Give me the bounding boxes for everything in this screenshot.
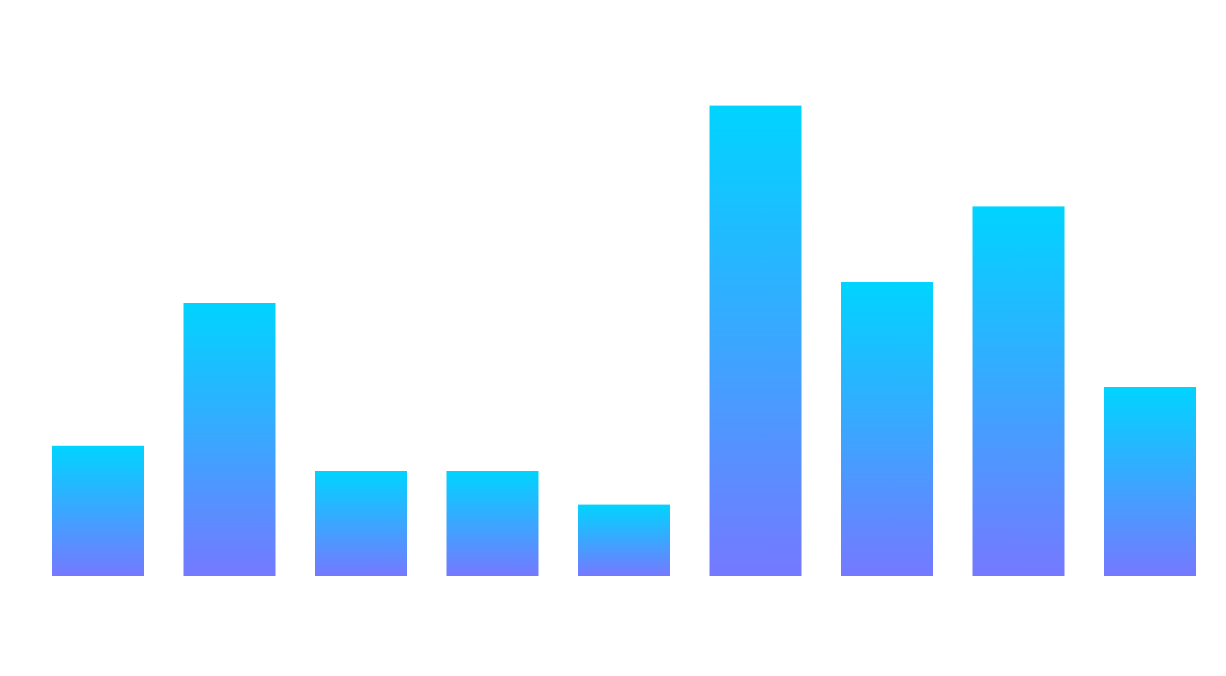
bars-group: [52, 105, 1196, 576]
bar-2: [183, 303, 276, 576]
bar-6: [709, 105, 802, 576]
bar-8: [972, 206, 1065, 576]
bar-3: [315, 471, 407, 576]
bar-7: [841, 282, 933, 576]
bar-9: [1104, 387, 1196, 576]
bar-4: [446, 471, 539, 576]
bar-5: [578, 504, 670, 576]
bar-1: [52, 445, 144, 576]
